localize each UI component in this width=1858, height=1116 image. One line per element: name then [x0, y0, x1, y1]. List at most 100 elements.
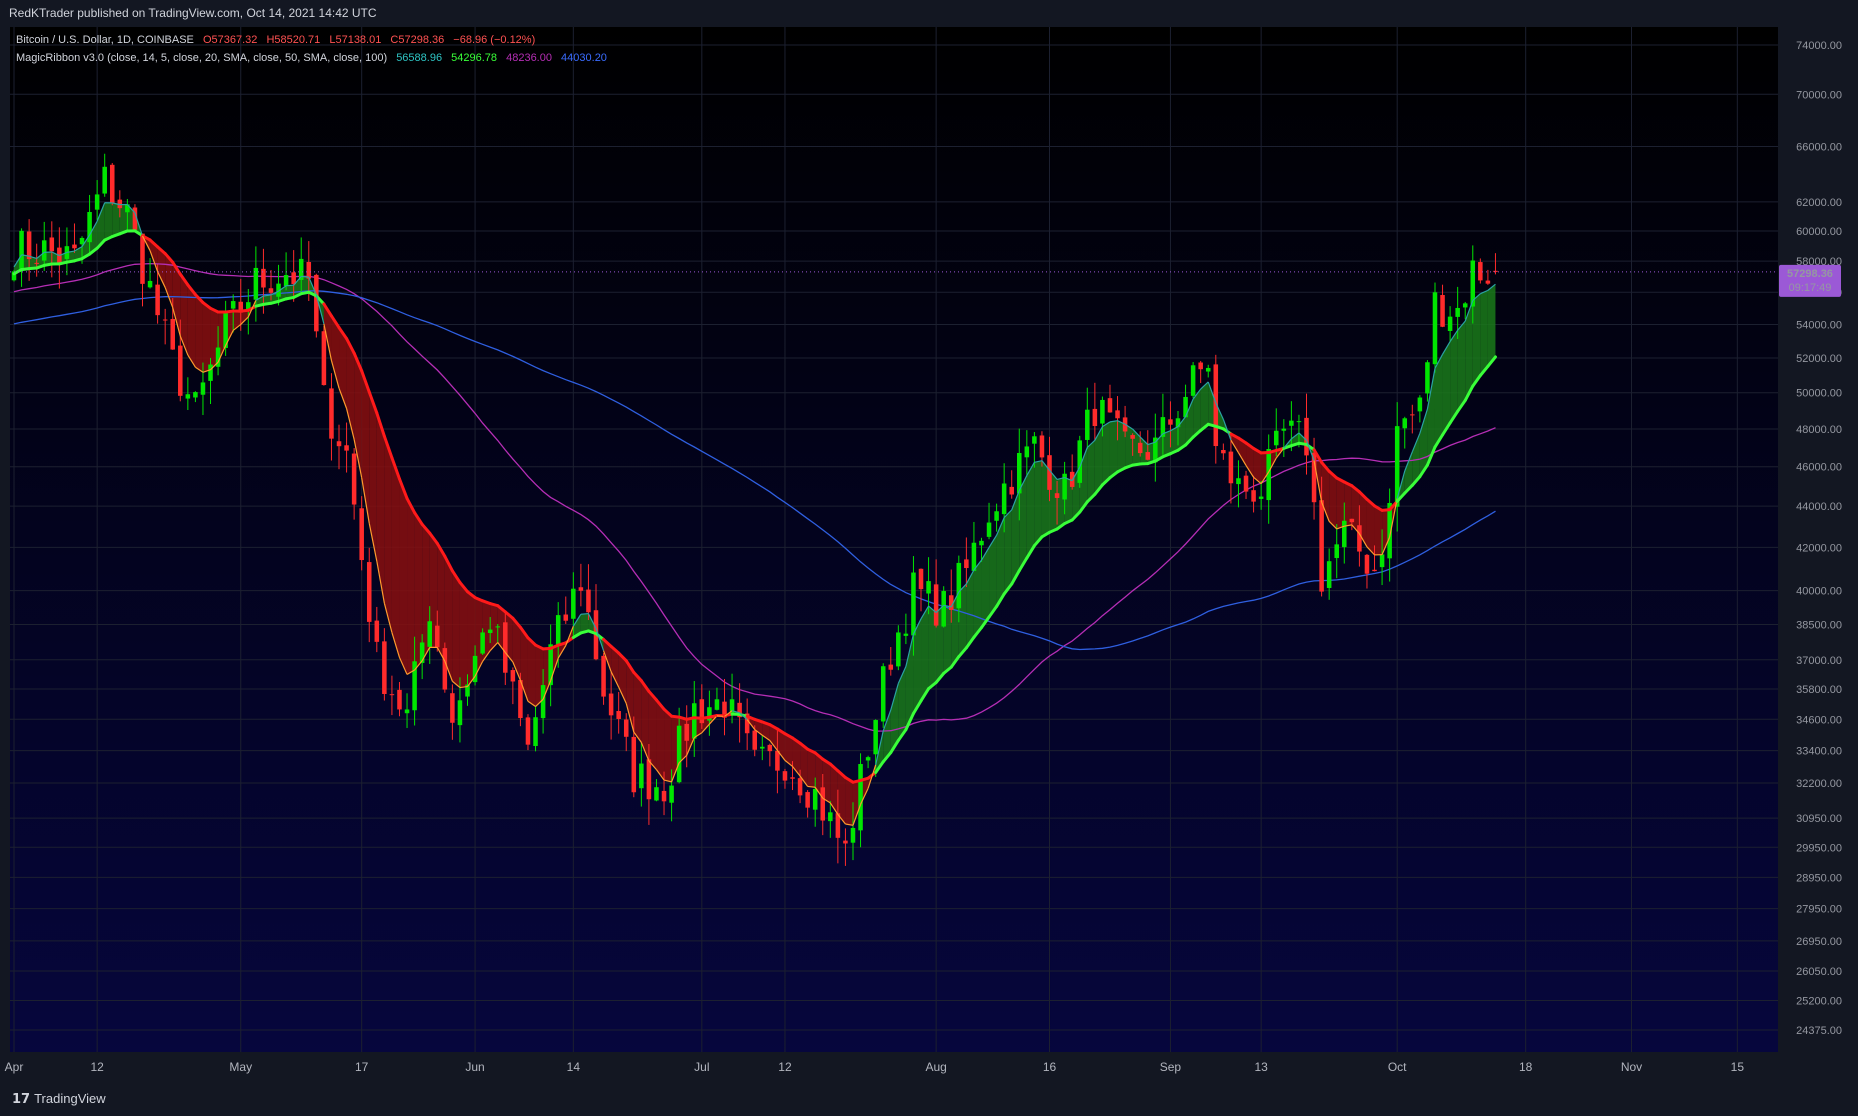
candle [533, 705, 538, 752]
candle [329, 373, 334, 461]
candle [843, 828, 848, 866]
candle [1221, 443, 1226, 460]
indicator-legend[interactable]: MagicRibbon v3.0 (close, 14, 5, close, 2… [16, 52, 613, 64]
ribbon-slow-segment [1463, 384, 1475, 402]
candle-body [1440, 294, 1445, 327]
candle [1243, 470, 1249, 500]
ribbon-fast-segment [315, 294, 325, 325]
candle-body [1077, 440, 1083, 483]
candle-body [775, 750, 780, 771]
candle [805, 790, 810, 818]
ribbon-segment [641, 680, 649, 761]
candle-body [933, 584, 939, 626]
ribbon-fast-segment [96, 202, 106, 222]
ribbon-fast-segment [655, 769, 665, 781]
ribbon-slow-segment [942, 665, 953, 675]
price-tick-label: 29950.00 [1796, 842, 1842, 854]
ribbon-fast-segment [202, 369, 211, 373]
ribbon-segment [407, 498, 415, 675]
ribbon-fast-segment [1064, 476, 1073, 482]
candle-body [1047, 455, 1052, 490]
candle-body [616, 711, 621, 719]
ribbon-slow-segment [337, 326, 349, 341]
ribbon-fast-segment [301, 275, 309, 278]
ribbon-fast-segment [512, 661, 521, 681]
ribbon-segment [981, 547, 990, 628]
candle-body [193, 392, 198, 398]
ribbon-fast-segment [784, 759, 793, 767]
ribbon-slow-segment [1199, 422, 1210, 432]
publisher-header: RedKTrader published on TradingView.com,… [0, 0, 1858, 27]
candle [419, 634, 425, 680]
ribbon-fast-segment [112, 202, 120, 206]
candle [1485, 269, 1491, 285]
candle-body [941, 591, 946, 627]
ribbon-slow-segment [1093, 483, 1104, 496]
ohlc-change: −68.96 (−0.12%) [453, 34, 536, 46]
ohlc-low: L57138.01 [329, 34, 382, 46]
ribbon-segment [807, 749, 816, 788]
ribbon-slow-segment [352, 351, 364, 373]
candle [525, 714, 531, 751]
ribbon-segment [913, 618, 922, 714]
candle-body [1326, 561, 1332, 588]
candle-body [34, 262, 39, 264]
candle [586, 564, 591, 621]
candle-body [321, 331, 327, 386]
candle-body [828, 812, 833, 822]
candle [427, 606, 432, 664]
ribbon-fast-segment [414, 660, 423, 671]
ribbon-fast-segment [920, 605, 930, 620]
candle-body [487, 629, 493, 634]
time-axis[interactable]: Apr 12 May 17 Jun 14 Jul 12 Aug 16 Sep 13 Oct 18 Nov 15 [5, 1060, 1745, 1074]
ribbon-slow-segment [964, 635, 976, 650]
candle-body [1115, 410, 1120, 419]
ribbon-fast-segment [504, 652, 514, 663]
ribbon-fast-segment [1328, 520, 1338, 530]
price-chart[interactable]: 74000.00 70000.00 66000.00 62000.00 60000.00… [0, 27, 1858, 1083]
ohlc-open: O57367.32 [202, 34, 258, 46]
price-axis[interactable]: 74000.00 70000.00 66000.00 62000.00 60000.00… [1796, 40, 1842, 1037]
candle [563, 596, 569, 624]
candle [1100, 396, 1105, 437]
ribbon-fast-segment [542, 680, 552, 700]
ribbon-fast-segment [376, 560, 385, 604]
ribbon-slow-segment [1108, 470, 1120, 480]
candle [19, 228, 24, 287]
candle-body [752, 730, 757, 750]
ribbon-fast-segment [754, 729, 763, 736]
time-tick-label: 13 [1254, 1060, 1268, 1074]
indicator-value-3: 48236.00 [506, 52, 552, 64]
candle-body [253, 267, 259, 300]
candle [465, 674, 470, 706]
ribbon-segment [573, 614, 581, 638]
ribbon-fast-segment [807, 785, 816, 788]
candle-body [986, 522, 992, 537]
ribbon-fast-segment [353, 439, 363, 478]
last-price-label: 57298.36 09:17:49 [1779, 264, 1841, 297]
candle-body [571, 588, 576, 619]
ribbon-fast-segment [890, 683, 899, 711]
ribbon-fast-segment [452, 680, 461, 689]
ribbon-fast-segment [293, 275, 302, 286]
candle-body [208, 364, 213, 381]
candle [1440, 284, 1445, 328]
ribbon-fast-segment [467, 675, 476, 687]
ribbon-segment [339, 327, 347, 409]
last-price-countdown: 09:17:49 [1789, 282, 1832, 294]
tradingview-logo[interactable]: 17 TradingView [12, 1091, 106, 1107]
ribbon-segment [1487, 284, 1496, 367]
candle-body [170, 318, 175, 350]
ribbon-slow-segment [632, 670, 643, 683]
symbol-legend[interactable]: Bitcoin / U.S. Dollar, 1D, COINBASE O573… [16, 34, 541, 46]
ribbon-fast-segment [225, 330, 234, 346]
ribbon-slow-segment [1441, 421, 1452, 437]
ribbon-fast-segment [550, 658, 559, 681]
candle-body [971, 542, 977, 571]
ribbon-slow-segment [466, 590, 477, 600]
candle [1168, 401, 1173, 448]
candle-body [132, 207, 138, 230]
price-tick-label: 30950.00 [1796, 813, 1842, 825]
ribbon-slow-segment [1312, 448, 1324, 464]
candles[interactable] [11, 153, 1498, 866]
